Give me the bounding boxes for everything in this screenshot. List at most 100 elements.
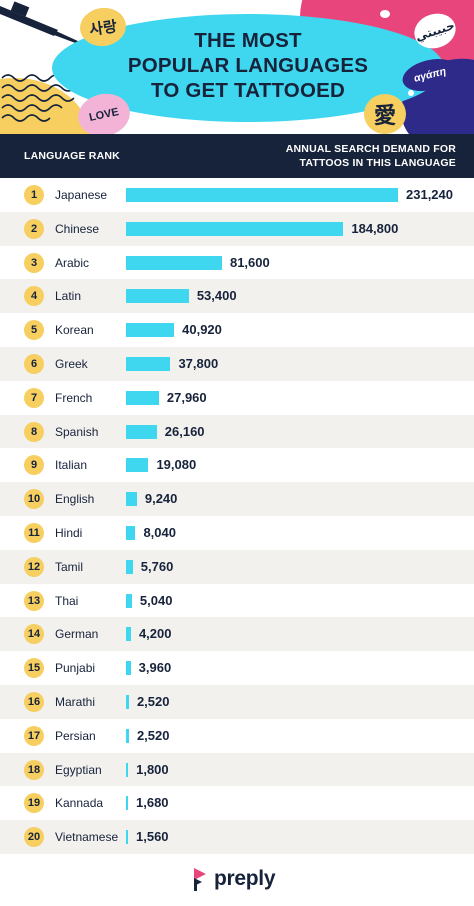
value-label: 26,160 [164, 423, 205, 439]
language-label: Korean [55, 323, 94, 338]
table-row: 20 Vietnamese 1,560 [0, 820, 474, 854]
bar [126, 593, 132, 608]
rank-badge: 16 [24, 691, 44, 712]
table-row: 5 Korean 40,920 [0, 313, 474, 347]
value-label: 4,200 [138, 626, 172, 642]
value-label: 184,800 [351, 220, 399, 236]
value-label: 2,520 [136, 727, 170, 743]
preply-logo-icon [194, 868, 206, 891]
language-label: Vietnamese [55, 830, 119, 845]
brand-name: preply [214, 867, 276, 890]
rank-badge: 9 [24, 455, 44, 476]
bar [126, 492, 137, 507]
value-label: 27,960 [166, 389, 207, 405]
bar [126, 255, 222, 270]
decorative-dot [408, 90, 414, 96]
value-label: 3,960 [138, 660, 172, 676]
rank-badge: 11 [24, 522, 44, 543]
value-label: 8,040 [143, 524, 176, 540]
value-label: 9,240 [144, 491, 178, 507]
column-header-demand-line-2: TATTOOS IN THIS LANGUAGE [299, 157, 456, 169]
language-label: Spanish [55, 424, 99, 439]
table-row: 12 Tamil 5,760 [0, 549, 474, 584]
table-row: 3 Arabic 81,600 [0, 246, 474, 280]
rank-badge: 10 [24, 489, 44, 510]
column-header-rank: LANGUAGE RANK [24, 150, 120, 162]
rank-badge: 14 [24, 624, 44, 645]
bar [126, 559, 133, 574]
rank-badge: 4 [24, 286, 44, 307]
bar [126, 661, 131, 676]
value-label: 1,680 [136, 795, 169, 811]
language-label: German [55, 627, 99, 642]
value-label: 40,920 [182, 322, 222, 338]
table-row: 13 Thai 5,040 [0, 584, 474, 618]
rank-badge: 7 [24, 387, 44, 408]
bar [126, 458, 149, 473]
bar [126, 525, 136, 540]
bar [126, 221, 344, 236]
value-label: 19,080 [156, 457, 197, 473]
brand-logo: preply [192, 866, 276, 892]
rank-badge: 6 [24, 353, 44, 374]
language-label: Tamil [55, 559, 84, 574]
table-row: 18 Egyptian 1,800 [0, 752, 474, 787]
bar [126, 796, 128, 811]
table-row: 7 French 27,960 [0, 381, 474, 415]
table-row: 1 Japanese 231,240 [0, 178, 474, 212]
value-label: 1,560 [136, 829, 169, 845]
rank-badge: 18 [24, 759, 44, 780]
table-row: 14 German 4,200 [0, 617, 474, 652]
rank-badge: 3 [24, 252, 44, 273]
column-header-demand: ANNUAL SEARCH DEMAND FOR TATTOOS IN THIS… [286, 142, 456, 170]
language-label: Marathi [55, 694, 96, 709]
rank-badge: 15 [24, 658, 44, 679]
bar [126, 728, 129, 743]
rank-badge: 12 [24, 556, 44, 577]
value-label: 5,760 [140, 558, 174, 574]
hero-banner: THE MOST POPULAR LANGUAGES TO GET TATTOO… [0, 0, 474, 134]
bar [126, 424, 157, 439]
language-label: Egyptian [55, 762, 102, 777]
value-label: 231,240 [406, 187, 453, 202]
language-label: Arabic [55, 255, 90, 270]
table-row: 9 Italian 19,080 [0, 448, 474, 482]
value-label: 5,040 [139, 592, 173, 608]
language-label: Latin [55, 289, 82, 304]
bar [126, 390, 159, 405]
table-row: 8 Spanish 26,160 [0, 414, 474, 449]
rank-badge: 13 [24, 590, 44, 611]
table-row: 4 Latin 53,400 [0, 279, 474, 314]
language-label: Japanese [55, 188, 108, 202]
language-label: English [55, 492, 95, 507]
value-label: 2,520 [136, 693, 170, 709]
title-line-3: TO GET TATTOOED [151, 79, 345, 102]
table-row: 17 Persian 2,520 [0, 719, 474, 753]
table-row: 19 Kannada 1,680 [0, 786, 474, 820]
rank-badge: 1 [24, 185, 44, 205]
bar [126, 356, 171, 371]
table-header: LANGUAGE RANK ANNUAL SEARCH DEMAND FOR T… [0, 134, 474, 178]
bar [126, 694, 129, 709]
bar [126, 627, 131, 642]
table-row: 15 Punjabi 3,960 [0, 651, 474, 685]
rank-badge: 19 [24, 793, 44, 814]
table-row: 10 English 9,240 [0, 482, 474, 516]
bar [126, 830, 128, 845]
language-label: Hindi [55, 525, 83, 540]
bar [126, 323, 175, 338]
sticker-chinese: 愛 [364, 94, 406, 134]
rank-badge: 5 [24, 320, 44, 341]
table-row: 6 Greek 37,800 [0, 346, 474, 381]
bar [126, 188, 398, 202]
language-label: Persian [55, 728, 96, 743]
language-label: Italian [55, 458, 88, 473]
rank-badge: 8 [24, 421, 44, 442]
rank-badge: 2 [24, 218, 44, 239]
value-label: 53,400 [196, 288, 237, 304]
language-label: French [55, 390, 93, 405]
language-label: Thai [55, 593, 79, 608]
value-label: 37,800 [178, 355, 219, 371]
column-header-demand-line-1: ANNUAL SEARCH DEMAND FOR [285, 143, 456, 155]
language-label: Chinese [55, 221, 100, 236]
